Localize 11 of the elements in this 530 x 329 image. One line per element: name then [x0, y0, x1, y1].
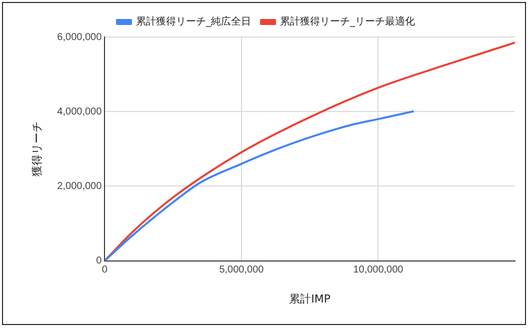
- x-tick-label: 5,000,000: [219, 264, 264, 276]
- y-tick-label: 4,000,000: [57, 106, 102, 118]
- x-axis-title: 累計IMP: [289, 292, 331, 306]
- x-tick-label: 10,000,000: [353, 264, 404, 276]
- legend-label: 累計獲得リーチ_リーチ最適化: [280, 16, 415, 28]
- y-tick-label: 2,000,000: [57, 180, 102, 192]
- y-tick-label: 6,000,000: [57, 32, 102, 43]
- y-axis-title: 獲得リーチ: [30, 121, 44, 176]
- legend-label: 累計獲得リーチ_純広全日: [136, 16, 251, 28]
- line-series: [104, 110, 415, 261]
- y-tick-label: 0: [96, 256, 102, 267]
